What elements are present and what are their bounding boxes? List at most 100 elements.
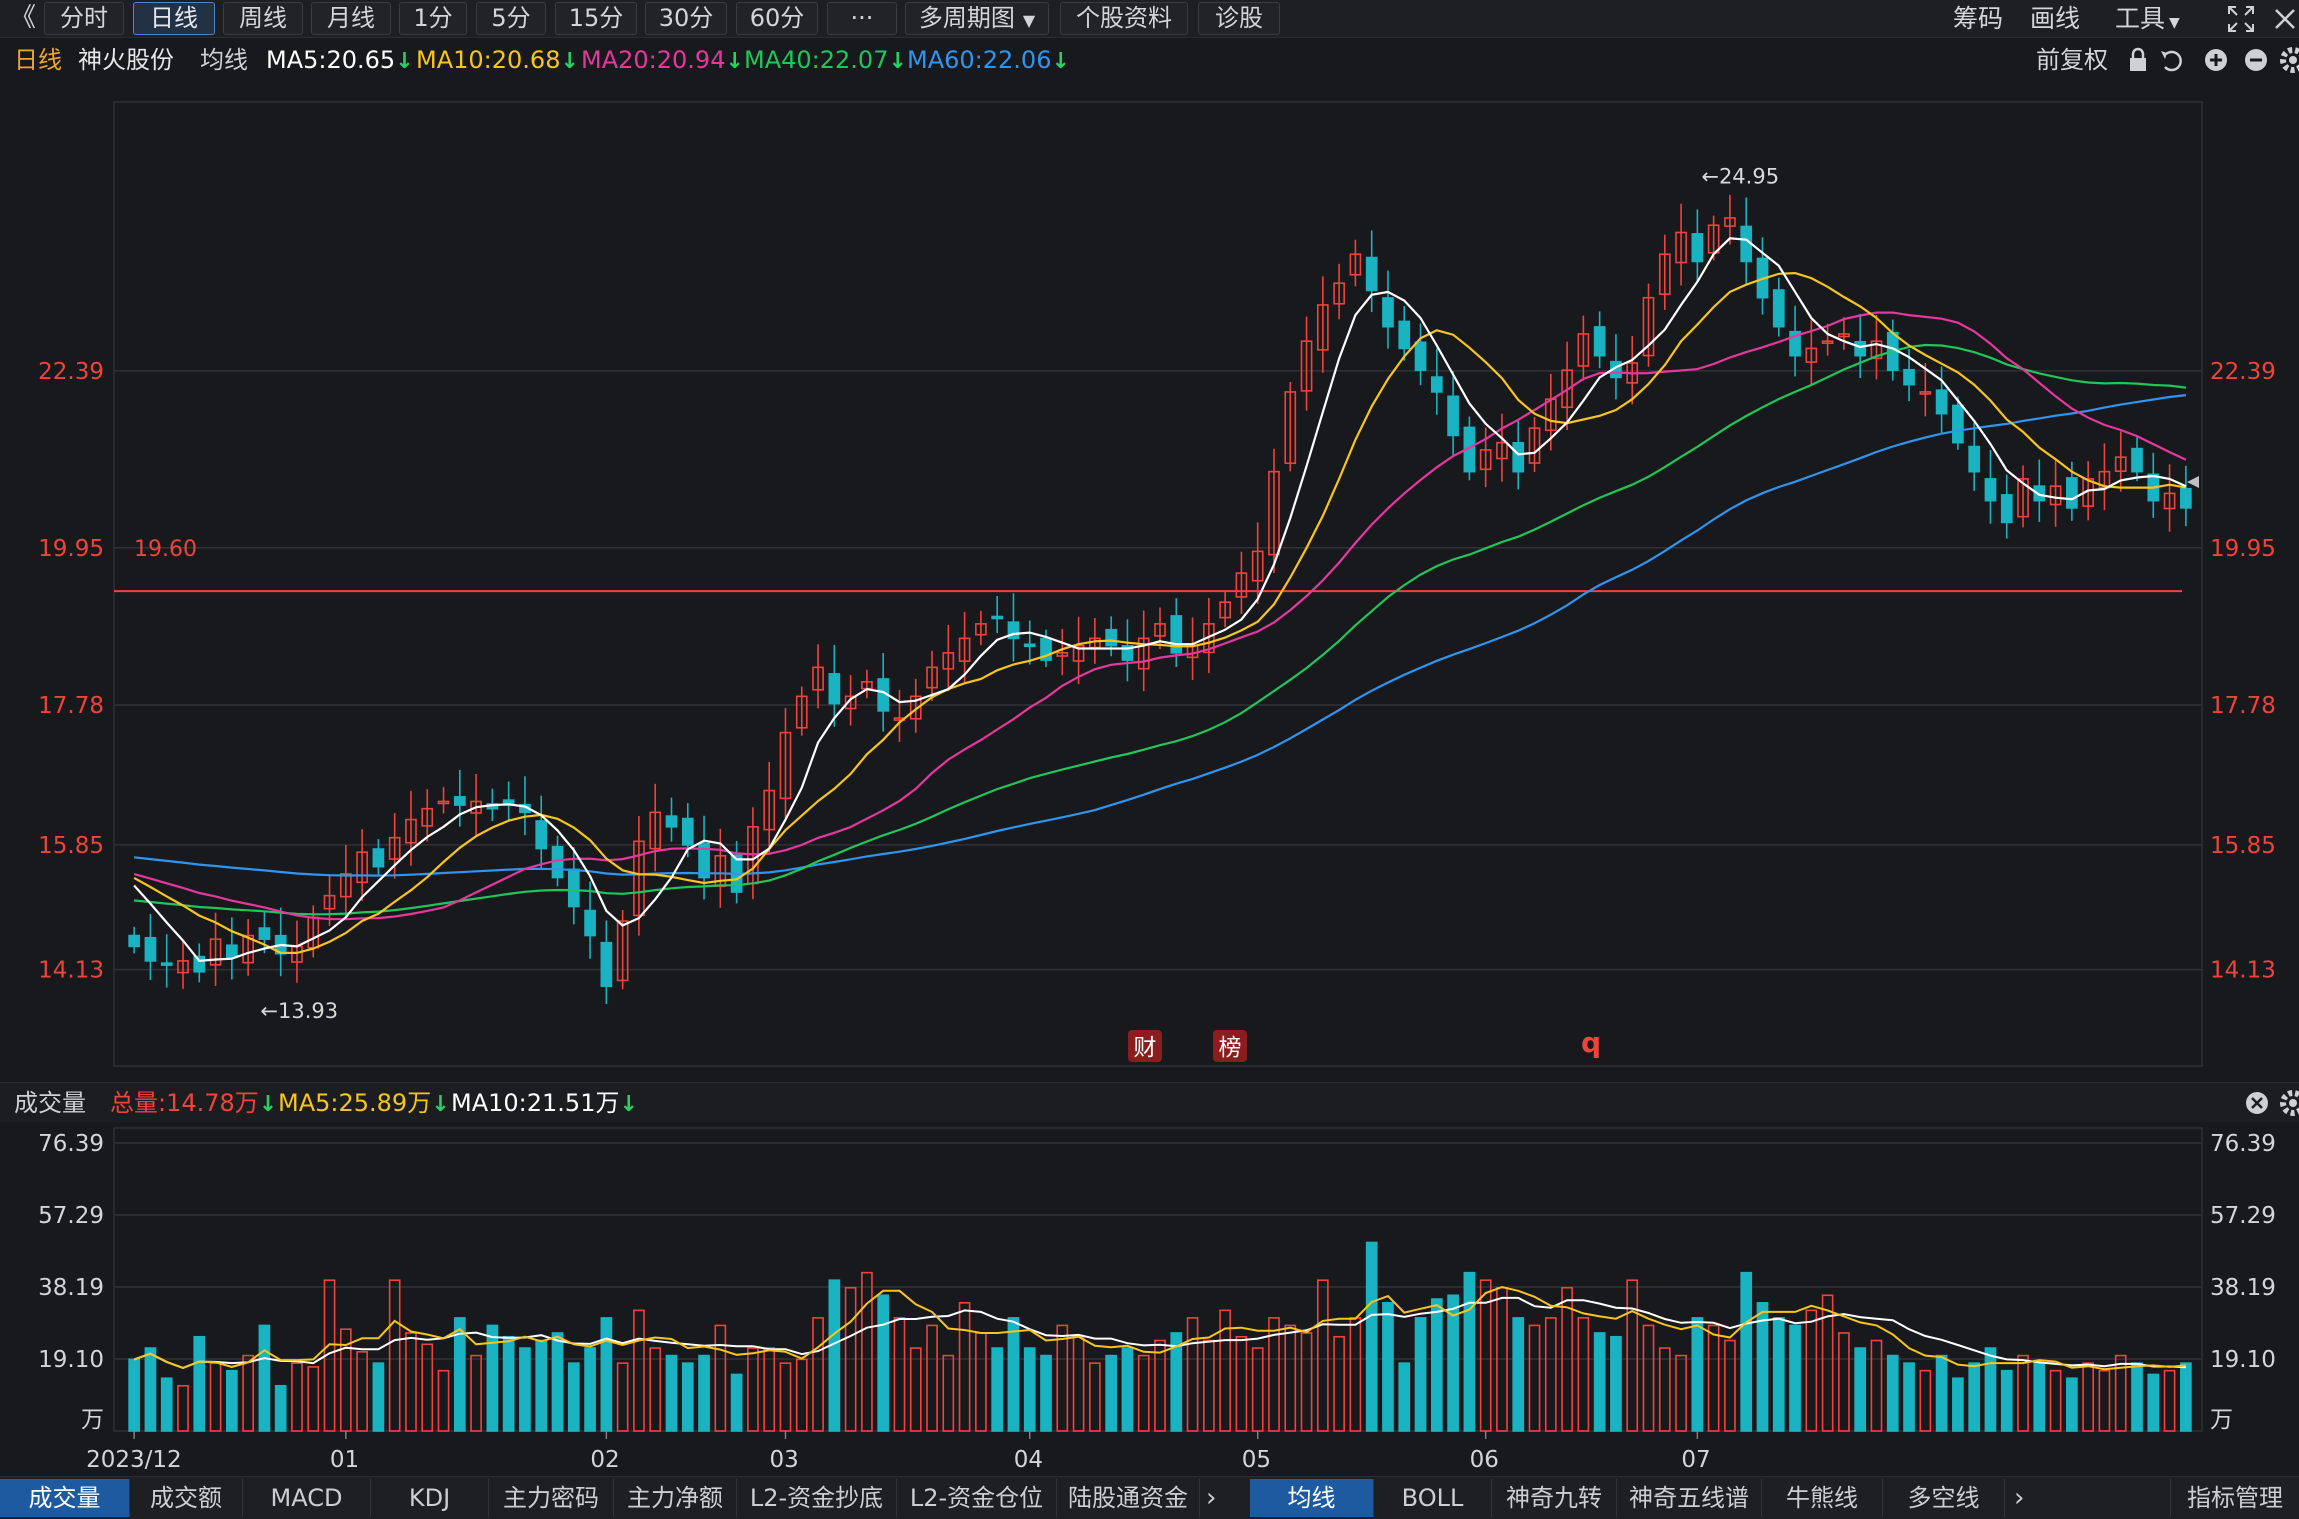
indicator-tab-kdj[interactable]: KDJ: [371, 1479, 489, 1517]
candle-body: [1577, 333, 1590, 367]
period-tab-monthly[interactable]: 月线: [311, 2, 391, 35]
volume-bar: [1952, 1377, 1964, 1432]
zoom-in-icon[interactable]: [2203, 40, 2229, 80]
volume-bar: [1040, 1354, 1052, 1432]
stock-name[interactable]: 神火股份: [78, 46, 174, 74]
draw-line-button[interactable]: 画线: [2030, 4, 2081, 33]
period-tab-timeshare[interactable]: 分时: [44, 2, 124, 35]
price-tick-label: 17.78: [2210, 693, 2276, 719]
candle-body: [242, 934, 254, 964]
indicator-tab-main-code[interactable]: 主力密码: [489, 1479, 614, 1517]
chevron-right-icon[interactable]: ›: [1206, 1483, 1217, 1513]
indicator-tab-l2-bottom[interactable]: L2-资金抄底: [737, 1479, 897, 1517]
volume-bar: [2049, 1369, 2062, 1432]
lock-icon[interactable]: [2126, 40, 2150, 80]
indicator-tab-northbound[interactable]: 陆股通资金: [1057, 1479, 1200, 1517]
chevron-right-icon[interactable]: ›: [2014, 1483, 2025, 1513]
candle-body: [1072, 644, 1085, 662]
candle-body: [339, 873, 352, 898]
candle-body: [1772, 289, 1785, 328]
ma-settings-label[interactable]: 均线: [200, 46, 248, 74]
indicator-tab-macd[interactable]: MACD: [243, 1479, 371, 1517]
period-tab-daily[interactable]: 日线: [133, 2, 215, 35]
undo-icon[interactable]: [2158, 40, 2184, 80]
candle: [1414, 323, 1427, 386]
candle: [193, 943, 206, 983]
overlay-tab-magic-five[interactable]: 神奇五线谱: [1617, 1479, 1762, 1517]
volume-bar: [2114, 1354, 2127, 1432]
period-tab-15min[interactable]: 15分: [555, 2, 637, 35]
diagnose-button[interactable]: 诊股: [1198, 2, 1280, 35]
indicator-tab-main-net[interactable]: 主力净额: [614, 1479, 737, 1517]
overlay-tab-ma[interactable]: 均线: [1250, 1479, 1374, 1517]
gear-icon[interactable]: [2280, 40, 2299, 80]
candlestick-chart[interactable]: 22.39 19.95 17.78 15.85 14.13 22.39 19.95 17.7…: [0, 82, 2299, 1080]
volume-bar: [730, 1373, 743, 1432]
candle-body: [1658, 253, 1671, 295]
candle-body: [1642, 296, 1655, 357]
volume-bar: [160, 1377, 173, 1432]
candle-body: [909, 695, 922, 720]
event-marker-finance[interactable]: 财: [1128, 1030, 1162, 1062]
candle: [1658, 234, 1671, 310]
tools-menu[interactable]: 工具 ▼: [2115, 2, 2180, 35]
ma5-line[interactable]: [133, 237, 2187, 963]
close-panel-icon[interactable]: [2244, 1083, 2270, 1123]
fullscreen-icon[interactable]: [2226, 2, 2256, 35]
price-axis-right: 22.39 19.95 17.78 15.85 14.13: [2210, 359, 2276, 984]
ma40-line[interactable]: [133, 343, 2187, 916]
period-tab-60min[interactable]: 60分: [736, 2, 818, 35]
volume-total-text: 总量:14.78万: [110, 1089, 259, 1117]
overlay-tab-magic-nine[interactable]: 神奇九转: [1492, 1479, 1617, 1517]
price-tick-label: 22.39: [2210, 359, 2276, 385]
indicator-manage-button[interactable]: 指标管理: [2170, 1479, 2299, 1517]
multi-period-dropdown[interactable]: 多周期图 ▼: [905, 2, 1049, 35]
event-marker-q[interactable]: q: [1581, 1026, 1601, 1059]
period-tab-30min[interactable]: 30分: [645, 2, 727, 35]
period-tab-1min[interactable]: 1分: [399, 2, 467, 35]
volume-ma10-line[interactable]: [133, 1296, 2186, 1369]
ma5-value: MA5:20.65↓: [266, 40, 414, 80]
volume-bar: [2066, 1377, 2078, 1432]
candle: [1430, 348, 1443, 415]
volume-unit-label: 万: [81, 1407, 104, 1433]
volume-title[interactable]: 成交量: [14, 1089, 86, 1117]
ma10-line[interactable]: [133, 271, 2187, 954]
event-marker-ranking[interactable]: 榜: [1213, 1030, 1247, 1062]
volume-bar: [1235, 1335, 1248, 1432]
volume-bar: [828, 1279, 841, 1432]
ma20-line[interactable]: [133, 311, 2187, 921]
more-periods-button[interactable]: ···: [827, 2, 897, 35]
volume-bar: [388, 1279, 401, 1432]
down-arrow-icon: ↓: [1051, 49, 1070, 74]
volume-bar: [1007, 1317, 1020, 1432]
candle-body: [2049, 485, 2062, 506]
back-button[interactable]: 《: [9, 3, 36, 33]
adjust-mode-button[interactable]: 前复权: [2036, 46, 2108, 74]
volume-chart[interactable]: 76.39 57.29 38.19 19.10 万 76.39 57.29 38.19 19.…: [0, 1123, 2299, 1476]
volume-bar: [1072, 1335, 1085, 1432]
candle: [1235, 551, 1248, 615]
close-icon[interactable]: [2272, 2, 2298, 35]
period-tab-weekly[interactable]: 周线: [223, 2, 303, 35]
ma10-value: MA10:20.68↓: [416, 40, 579, 80]
gear-icon[interactable]: [2280, 1083, 2299, 1123]
overlay-tab-boll[interactable]: BOLL: [1374, 1479, 1492, 1517]
stock-profile-button[interactable]: 个股资料: [1060, 2, 1188, 35]
overlay-tab-long-short[interactable]: 多空线: [1883, 1479, 2005, 1517]
volume-bar: [1056, 1324, 1069, 1432]
candle-body: [1398, 320, 1411, 350]
ma60-line[interactable]: [133, 394, 2187, 877]
candle-body: [1316, 304, 1329, 351]
overlay-tab-bull-bear[interactable]: 牛熊线: [1762, 1479, 1883, 1517]
zoom-out-icon[interactable]: [2243, 40, 2269, 80]
chips-button[interactable]: 筹码: [1953, 4, 2004, 33]
indicator-tab-volume[interactable]: 成交量: [0, 1479, 130, 1517]
volume-ma5-line[interactable]: [133, 1285, 2186, 1371]
volume-bar: [405, 1332, 417, 1432]
volume-bar: [1854, 1347, 1867, 1432]
indicator-tab-turnover[interactable]: 成交额: [130, 1479, 243, 1517]
candle-body: [1219, 601, 1231, 619]
indicator-tab-l2-position[interactable]: L2-资金仓位: [897, 1479, 1057, 1517]
period-tab-5min[interactable]: 5分: [476, 2, 546, 35]
